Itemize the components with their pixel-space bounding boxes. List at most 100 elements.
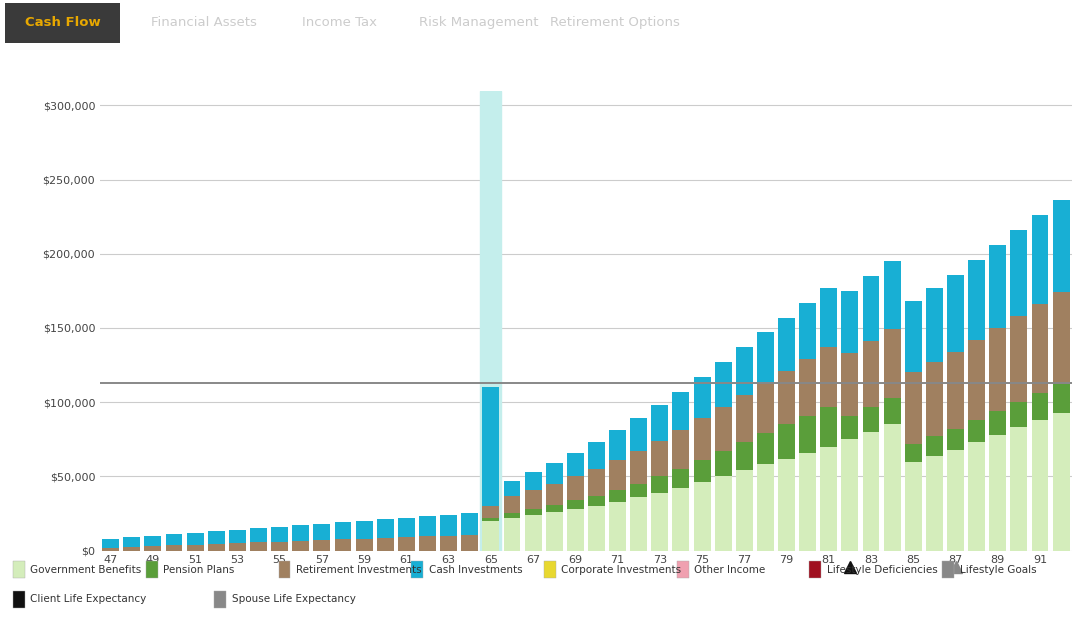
Bar <box>968 260 985 340</box>
Bar <box>376 520 394 538</box>
Bar <box>800 303 816 359</box>
Bar <box>482 388 499 506</box>
Bar <box>588 495 605 506</box>
Bar <box>757 433 774 464</box>
Bar <box>419 516 436 536</box>
Bar <box>905 373 922 444</box>
Bar <box>544 561 556 578</box>
Bar <box>208 531 225 544</box>
Bar <box>989 411 1006 435</box>
Text: Pension Plans: Pension Plans <box>163 565 235 575</box>
Bar <box>715 451 731 476</box>
Bar <box>334 539 351 551</box>
Bar <box>609 430 626 460</box>
Bar <box>567 476 584 500</box>
Text: Other Income: Other Income <box>694 565 765 575</box>
Bar <box>883 261 901 329</box>
Bar <box>567 500 584 509</box>
Bar <box>524 490 542 509</box>
Bar <box>863 342 879 407</box>
Bar <box>735 442 753 471</box>
Bar <box>672 488 690 551</box>
Bar <box>228 543 246 551</box>
Bar <box>652 476 668 493</box>
Bar <box>1011 402 1027 427</box>
Bar <box>820 407 838 446</box>
Bar <box>504 481 520 495</box>
Bar <box>214 591 226 608</box>
Bar <box>947 352 964 429</box>
Bar <box>356 521 372 539</box>
Bar <box>271 542 288 551</box>
Bar <box>694 377 710 418</box>
Bar <box>630 484 647 497</box>
Bar <box>630 418 647 451</box>
Bar <box>504 495 520 513</box>
Bar <box>883 425 901 551</box>
Text: Spouse Life Expectancy: Spouse Life Expectancy <box>232 595 356 604</box>
Bar <box>271 527 288 542</box>
Bar <box>123 537 140 547</box>
Bar <box>905 461 922 551</box>
Bar <box>926 362 943 436</box>
Bar <box>145 546 161 551</box>
Bar <box>398 537 415 551</box>
Bar <box>13 561 25 578</box>
Bar <box>609 490 626 502</box>
Text: Corporate Investments: Corporate Investments <box>561 565 681 575</box>
Bar <box>820 288 838 347</box>
Bar <box>947 429 964 450</box>
Bar <box>989 245 1006 328</box>
Bar <box>947 275 964 352</box>
Bar <box>567 453 584 476</box>
Bar <box>652 493 668 551</box>
Bar <box>1011 427 1027 551</box>
Text: Retirement Investments: Retirement Investments <box>296 565 421 575</box>
Bar <box>588 469 605 495</box>
Bar <box>504 518 520 551</box>
Bar <box>1053 293 1070 384</box>
Text: Risk Management: Risk Management <box>419 17 539 29</box>
Bar <box>293 541 309 551</box>
Bar <box>279 561 290 578</box>
Bar <box>313 524 331 540</box>
Bar <box>841 439 858 551</box>
Bar <box>334 523 351 539</box>
Bar <box>1031 393 1049 420</box>
Bar <box>630 497 647 551</box>
Bar <box>293 525 309 541</box>
Bar <box>461 535 478 551</box>
Bar <box>841 291 858 353</box>
Bar <box>419 536 436 551</box>
Text: Cash Flow: Cash Flow <box>25 17 100 29</box>
FancyBboxPatch shape <box>5 2 120 43</box>
Bar <box>905 301 922 373</box>
Bar <box>411 561 423 578</box>
Bar <box>630 451 647 484</box>
Bar <box>376 538 394 551</box>
Bar <box>942 561 954 578</box>
Bar <box>863 432 879 551</box>
Bar <box>524 515 542 551</box>
Bar <box>863 407 879 432</box>
Bar <box>735 471 753 551</box>
Bar <box>187 533 203 544</box>
Bar <box>1031 215 1049 304</box>
Bar <box>757 332 774 383</box>
Bar <box>1053 200 1070 293</box>
Bar <box>609 502 626 551</box>
Bar <box>809 561 821 578</box>
Bar <box>947 450 964 551</box>
Bar <box>820 446 838 551</box>
Bar <box>187 544 203 551</box>
Bar <box>757 383 774 433</box>
Bar <box>356 539 372 551</box>
Bar <box>800 359 816 415</box>
Bar <box>482 506 499 518</box>
Bar <box>694 482 710 551</box>
Bar <box>461 513 478 535</box>
Bar <box>883 397 901 425</box>
Bar <box>250 542 267 551</box>
Bar <box>1011 316 1027 402</box>
Bar <box>926 456 943 551</box>
